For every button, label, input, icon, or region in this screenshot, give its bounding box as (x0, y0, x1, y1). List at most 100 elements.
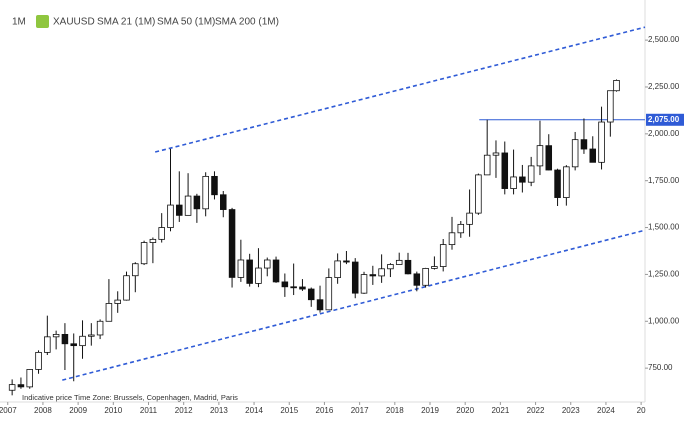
trendline (154, 26, 646, 153)
candle-body (598, 121, 605, 163)
y-tick-label: 2,500.00 (648, 35, 680, 44)
candle-body (466, 212, 473, 225)
indicator[interactable]: SMA 21 (1M) (97, 17, 155, 28)
interval[interactable]: 1M (12, 17, 26, 28)
candle-body (228, 209, 236, 278)
x-tick-label: 2018 (386, 406, 404, 415)
candle-body (211, 175, 218, 196)
candle-body (290, 286, 297, 289)
candle-body (378, 268, 385, 277)
y-tick-label: 1,000.00 (648, 316, 680, 325)
footer: Indicative price Time Zone: Brussels, Co… (22, 393, 238, 402)
candle-body (404, 259, 412, 275)
candle-body (483, 154, 491, 176)
symbol[interactable]: XAUUSD (53, 17, 95, 28)
candle-body (334, 260, 341, 279)
candle-body (475, 174, 482, 214)
candle-body (607, 90, 614, 123)
candle-body (299, 286, 306, 290)
candle-body (123, 275, 130, 301)
candle-body (448, 232, 456, 246)
candle-body (52, 333, 60, 338)
candle-body (220, 194, 227, 210)
candle-body (492, 152, 500, 156)
candle-body (316, 299, 324, 311)
x-tick-label: 2007 (0, 406, 17, 415)
x-tick-label: 20 (637, 406, 646, 415)
candle-body (351, 261, 359, 294)
x-tick-label: 2009 (69, 406, 87, 415)
candle-body (17, 384, 25, 388)
candle-body (395, 259, 403, 265)
x-tick-label: 2014 (245, 406, 263, 415)
x-tick-label: 2016 (316, 406, 334, 415)
candle-body (431, 266, 438, 269)
candle-body (519, 176, 526, 183)
indicator[interactable]: SMA 50 (1M) (157, 17, 215, 28)
level-label: 2,075.00 (648, 115, 680, 124)
candle-body (167, 204, 174, 228)
candle-body (413, 273, 421, 286)
candle-body (79, 335, 86, 347)
x-tick-label: 2011 (140, 406, 158, 415)
candle-body (527, 165, 535, 183)
y-tick-label: 2,250.00 (648, 82, 680, 91)
candle-body (554, 169, 561, 198)
candle-body (96, 320, 104, 336)
candle-body (613, 80, 620, 92)
candle-body (149, 238, 157, 243)
y-tick-label: 1,750.00 (648, 176, 680, 185)
candle-body (281, 281, 289, 288)
candle-body (307, 288, 315, 301)
candle-body (176, 204, 183, 216)
candle-body (132, 263, 139, 277)
candle-body (536, 145, 544, 167)
candle-body (158, 227, 165, 240)
x-tick-label: 2024 (597, 406, 615, 415)
candle-body (140, 242, 148, 265)
candle-body (501, 152, 509, 189)
candle-body (369, 274, 377, 277)
candle-body (387, 264, 394, 270)
candle-body (325, 277, 333, 311)
x-tick-label: 2015 (280, 406, 298, 415)
candle-body (545, 145, 553, 171)
x-tick-label: 2008 (34, 406, 52, 415)
candle-body (571, 139, 579, 168)
x-tick-label: 2019 (421, 406, 439, 415)
x-tick-label: 2020 (456, 406, 474, 415)
indicator[interactable]: SMA 200 (1M) (215, 17, 279, 28)
candle-body (114, 299, 121, 304)
candle-body (202, 175, 209, 210)
candle-body (8, 384, 16, 391)
candle-body (237, 259, 245, 278)
y-tick-label: 750.00 (648, 363, 673, 372)
candle-body (563, 166, 570, 198)
candle-body (70, 343, 77, 347)
candle-body (193, 195, 201, 210)
x-tick-label: 2022 (527, 406, 545, 415)
candle-body (580, 139, 588, 150)
candle-body (35, 351, 42, 370)
symbol-icon (36, 15, 49, 28)
candle-body (246, 259, 253, 284)
x-tick-label: 2010 (104, 406, 122, 415)
candle-body (61, 333, 69, 345)
candle-body (272, 259, 280, 283)
candle-body (105, 303, 113, 322)
trendline (62, 229, 646, 381)
candle-body (343, 260, 350, 263)
candle-body (360, 274, 368, 294)
candle-body (255, 267, 262, 284)
y-tick-label: 1,250.00 (648, 270, 680, 279)
candle-body (26, 369, 33, 388)
candle-body (457, 223, 465, 234)
candle-body (263, 259, 271, 269)
x-tick-label: 2012 (175, 406, 193, 415)
candle-body (439, 244, 447, 267)
candle-body (589, 148, 597, 163)
candle-body (510, 176, 517, 189)
x-tick-label: 2021 (491, 406, 509, 415)
y-tick-label: 2,000.00 (648, 129, 680, 138)
